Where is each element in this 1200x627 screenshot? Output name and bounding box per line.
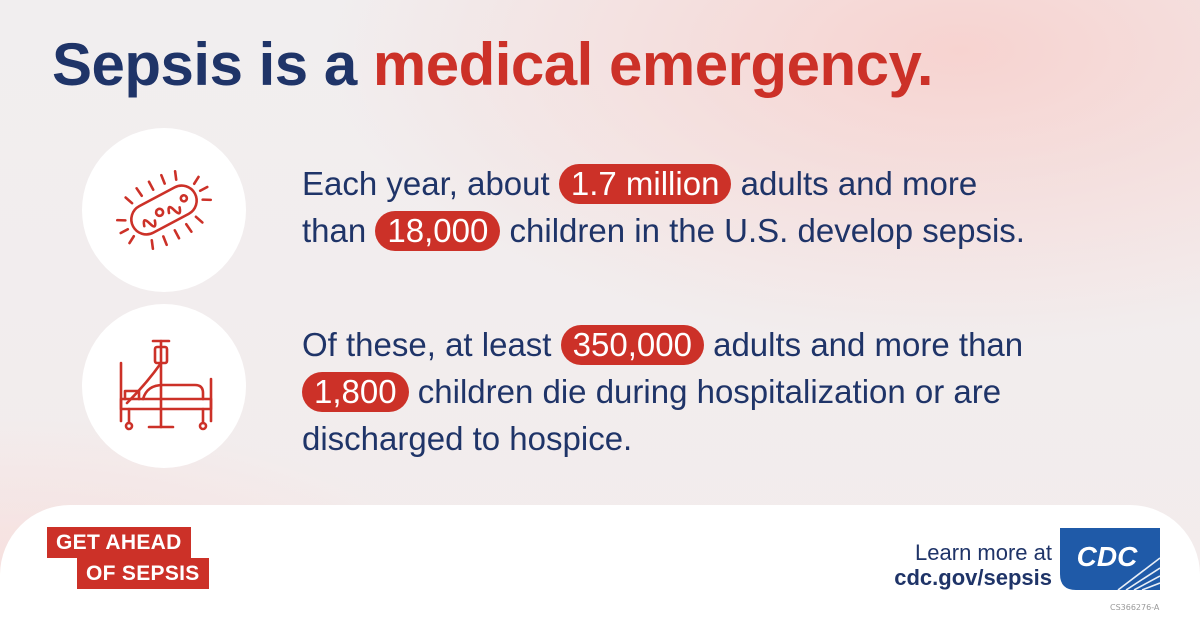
cdc-logo: CDC [1060, 528, 1160, 590]
learn-more-link[interactable]: cdc.gov/sepsis [894, 565, 1052, 590]
fact-2-text: adults and more than [703, 326, 1024, 363]
learn-more-label: Learn more at [915, 540, 1052, 565]
bacteria-icon [115, 169, 213, 251]
fact-2: Of these, at least 350,000 adults and mo… [302, 321, 1023, 462]
campaign-line1: GET AHEAD [47, 527, 191, 558]
fact-2-text: discharged to hospice. [302, 420, 633, 457]
document-code: CS366276-A [1110, 603, 1160, 612]
fact-1: Each year, about 1.7 million adults and … [302, 160, 1025, 254]
learn-more: Learn more at cdc.gov/sepsis [894, 540, 1052, 590]
hospital-bed-icon-circle [82, 304, 246, 468]
fact-1-text: adults and more [731, 165, 978, 202]
stat-pill-children-per-year: 18,000 [375, 211, 501, 251]
stat-pill-adult-deaths: 350,000 [560, 325, 704, 365]
headline-part2: medical emergency. [372, 31, 934, 98]
headline: Sepsis is a medical emergency. [52, 30, 934, 99]
cdc-logo-text: CDC [1077, 541, 1138, 572]
fact-2-text: children die during hospitalization or a… [408, 373, 1002, 410]
bacteria-icon-circle [82, 128, 246, 292]
stat-pill-adults-per-year: 1.7 million [558, 164, 732, 204]
fact-1-text: children in the U.S. develop sepsis. [500, 212, 1025, 249]
campaign-logo: GET AHEAD OF SEPSIS [47, 527, 209, 589]
headline-part1: Sepsis is a [52, 31, 373, 98]
stat-pill-child-deaths: 1,800 [302, 372, 409, 412]
fact-1-text: Each year, about [302, 165, 559, 202]
campaign-line2: OF SEPSIS [77, 558, 209, 589]
fact-2-text: Of these, at least [302, 326, 561, 363]
hospital-bed-icon [119, 339, 213, 431]
fact-1-text: than [302, 212, 376, 249]
